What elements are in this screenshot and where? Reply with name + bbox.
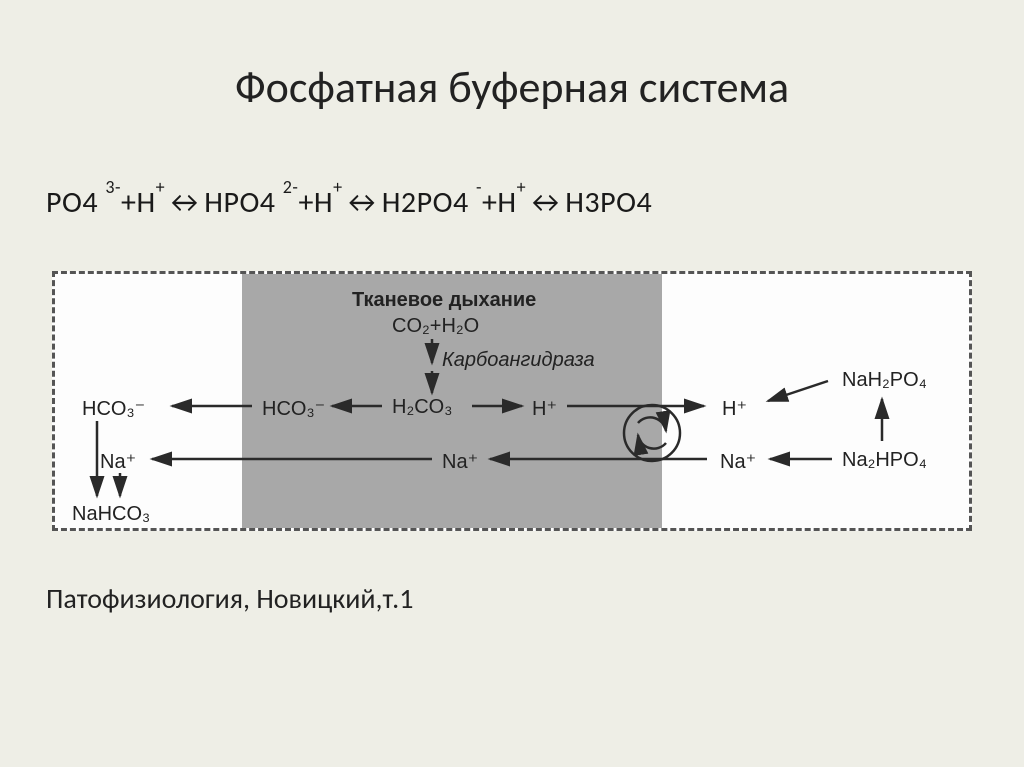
label-na2hpo4: Na₂HPO₄	[842, 449, 927, 472]
label-tissue: Тканевое дыхание	[352, 289, 536, 312]
label-na-left: Na⁺	[100, 449, 136, 474]
label-na-right: Na⁺	[720, 449, 756, 474]
label-h-right: H⁺	[722, 396, 747, 421]
label-h-mid: H⁺	[532, 396, 557, 421]
label-nah2po4: NaH₂PO₄	[842, 369, 927, 392]
citation-footer: Патофизиология, Новицкий,т.1	[46, 581, 984, 616]
label-hco3-left: HCO₃⁻	[82, 396, 145, 421]
label-hco3-mid: HCO₃⁻	[262, 396, 325, 421]
label-carbo: Карбоангидраза	[442, 349, 595, 372]
label-na-mid: Na⁺	[442, 449, 478, 474]
phosphate-diagram: Тканевое дыхание CO₂+H₂O Карбоангидраза HCO…	[52, 271, 972, 541]
slide-title: Фосфатная буферная система	[40, 60, 984, 114]
label-co2h2o: CO₂+H₂O	[392, 315, 479, 338]
buffer-equation: РО4 3-+Н+↔НРО4 2-+Н+↔Н2РО4 -+Н+↔Н3РО4	[46, 184, 984, 221]
label-nahco3: NaHCO₃	[72, 503, 150, 526]
label-h2co3: H₂CO₃	[392, 396, 452, 419]
